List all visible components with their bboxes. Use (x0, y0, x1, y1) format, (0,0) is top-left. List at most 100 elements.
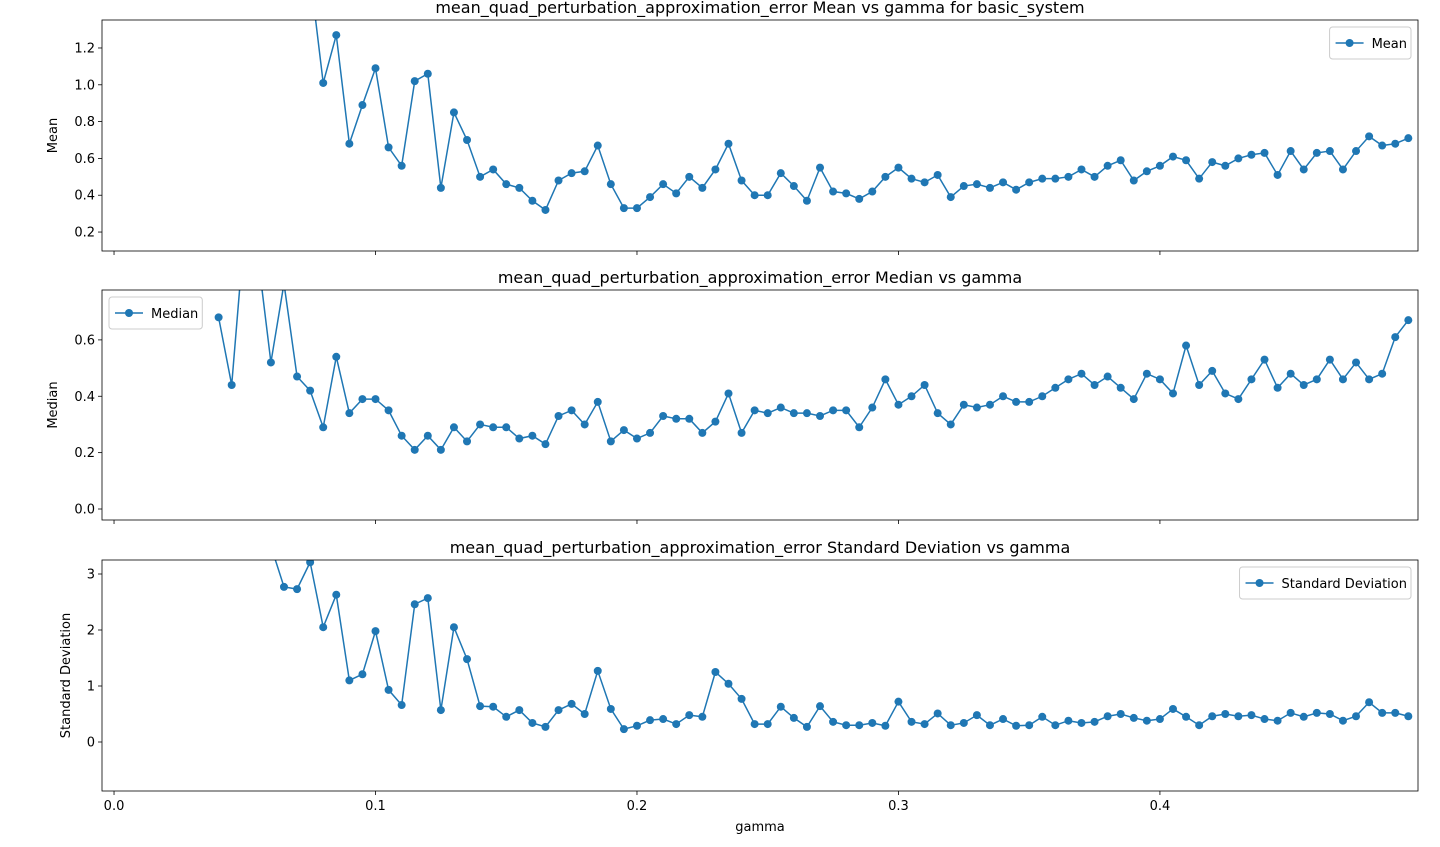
data-point (593, 666, 602, 675)
data-point (332, 352, 341, 361)
data-point (1064, 172, 1073, 181)
data-point (319, 78, 328, 87)
series (214, 290, 1413, 454)
data-point (999, 715, 1008, 724)
data-point (1012, 397, 1021, 406)
data-point (724, 679, 733, 688)
data-point (802, 722, 811, 731)
data-point (1142, 716, 1151, 725)
data-line (217, 290, 1409, 452)
data-point (985, 721, 994, 730)
data-point (515, 183, 524, 192)
legend-marker (125, 309, 133, 317)
data-point (554, 176, 563, 185)
data-point (907, 717, 916, 726)
data-point (1182, 341, 1191, 350)
data-point (1168, 389, 1177, 398)
data-point (1234, 712, 1243, 721)
data-point (1195, 721, 1204, 730)
data-point (463, 437, 472, 446)
x-tick-label: 0.2 (627, 799, 648, 814)
data-point (1129, 176, 1138, 185)
data-point (1208, 158, 1217, 167)
data-point (1221, 710, 1230, 718)
data-point (476, 420, 485, 429)
data-point (358, 101, 367, 110)
y-tick-label: 0.2 (74, 226, 95, 241)
legend: Median (108, 296, 203, 330)
data-point (632, 204, 641, 213)
data-point (946, 420, 955, 429)
data-point (593, 141, 602, 150)
data-point (1168, 704, 1177, 713)
data-point (332, 590, 341, 599)
data-point (829, 187, 838, 196)
data-point (1051, 383, 1060, 392)
data-point (802, 196, 811, 205)
data-point (1404, 712, 1413, 721)
data-point (1208, 712, 1217, 721)
data-point (881, 172, 890, 181)
data-point (763, 720, 772, 729)
data-point (985, 400, 994, 409)
legend-label: Median (151, 307, 198, 322)
data-point (711, 668, 720, 676)
data-point (855, 194, 864, 203)
data-point (920, 380, 929, 389)
data-point (397, 431, 406, 440)
data-point (1247, 711, 1256, 720)
data-point (371, 627, 380, 636)
data-point (436, 706, 445, 715)
data-point (933, 170, 942, 179)
data-point (672, 189, 681, 198)
data-point (554, 706, 563, 715)
data-point (476, 172, 485, 181)
y-tick-label: 1.0 (74, 78, 95, 93)
data-point (724, 389, 733, 398)
chart-title: mean_quad_perturbation_approximation_err… (498, 268, 1022, 288)
data-point (528, 431, 537, 440)
data-point (646, 193, 655, 202)
data-point (972, 180, 981, 189)
data-point (384, 406, 393, 415)
data-point (449, 108, 458, 117)
data-point (1299, 380, 1308, 389)
data-point (881, 721, 890, 730)
data-point (1142, 369, 1151, 378)
data-point (698, 183, 707, 192)
data-point (436, 445, 445, 454)
x-tick-label: 0.1 (365, 799, 386, 814)
data-point (306, 560, 315, 567)
data-line (314, 20, 1409, 212)
data-point (868, 718, 877, 727)
data-point (1260, 355, 1269, 364)
data-point (619, 725, 628, 734)
data-point (293, 585, 302, 594)
data-point (463, 136, 472, 145)
legend: Standard Deviation (1239, 566, 1412, 600)
data-point (384, 685, 393, 694)
x-tick-label: 0.4 (1150, 799, 1171, 814)
data-point (449, 423, 458, 432)
data-point (489, 423, 498, 432)
data-point (515, 434, 524, 443)
data-point (868, 403, 877, 412)
data-point (1404, 316, 1413, 325)
data-point (816, 411, 825, 420)
data-point (737, 176, 746, 185)
x-tick-label: 0.3 (888, 799, 909, 814)
data-point (227, 380, 236, 389)
data-point (1286, 147, 1295, 156)
data-point (829, 717, 838, 726)
data-point (593, 397, 602, 406)
data-point (737, 428, 746, 437)
data-point (946, 193, 955, 202)
data-point (541, 440, 550, 449)
data-point (1051, 174, 1060, 183)
data-point (332, 31, 341, 40)
data-point (1325, 147, 1334, 156)
legend-marker (1255, 579, 1264, 587)
data-point (1352, 147, 1361, 156)
data-point (646, 716, 655, 725)
